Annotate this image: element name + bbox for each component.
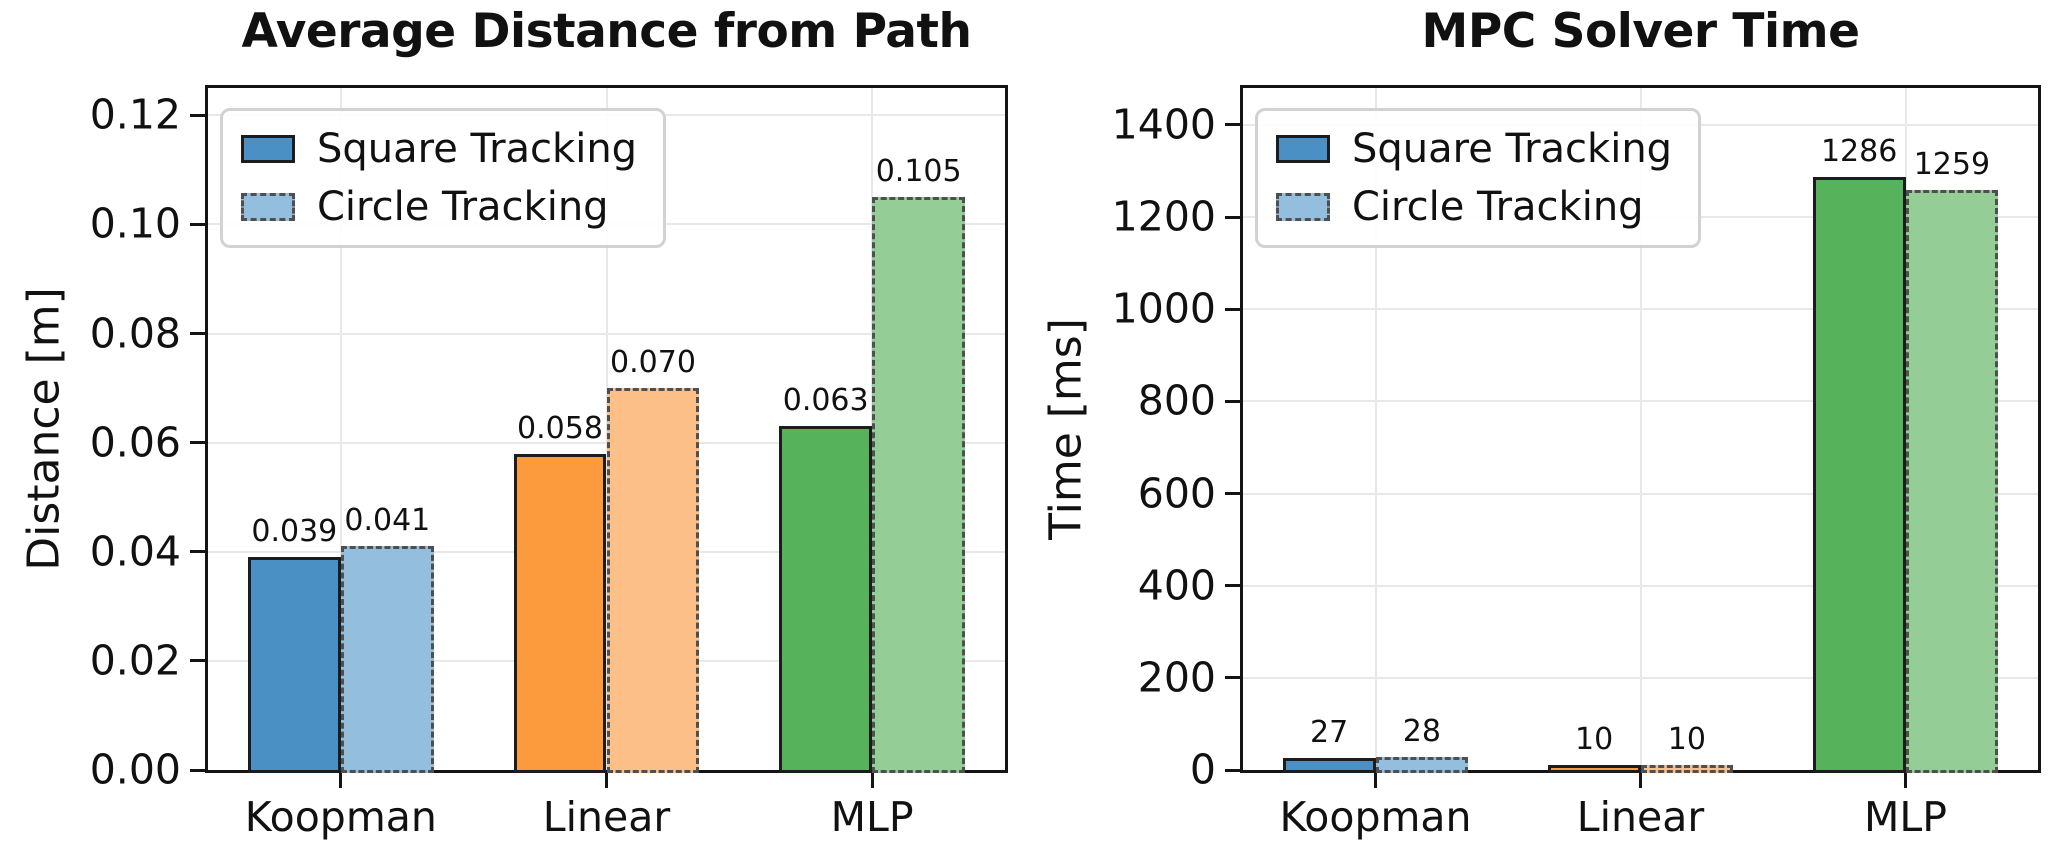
bar-mlp-circle	[872, 197, 966, 773]
y-tick-mark	[1225, 215, 1240, 219]
y-tick-label: 0.00	[89, 745, 181, 794]
bar-linear-square	[1547, 765, 1641, 773]
x-tick-label: MLP	[1864, 793, 1947, 841]
legend-item-square-tracking: Square Tracking	[241, 127, 637, 171]
x-tick-mark	[1904, 773, 1907, 788]
y-tick-label: 0.06	[89, 418, 181, 467]
y-tick-label: 0.02	[89, 636, 181, 685]
x-gridline	[339, 88, 342, 770]
x-tick-label: Koopman	[244, 793, 437, 841]
x-tick-label: Linear	[1576, 793, 1705, 841]
legend-swatch-square-icon	[1276, 135, 1330, 163]
chart-title-solver-time: MPC Solver Time	[1421, 4, 1860, 59]
bar-value-label: 0.070	[610, 345, 696, 381]
y-tick-mark	[190, 768, 205, 772]
bar-linear-circle	[606, 388, 700, 773]
bar-mlp-square	[779, 426, 873, 773]
y-tick-label: 200	[1137, 653, 1216, 702]
bar-value-label: 1286	[1820, 134, 1898, 170]
bar-value-label: 0.058	[517, 410, 603, 446]
x-tick-label: MLP	[830, 793, 914, 841]
y-tick-label: 600	[1137, 469, 1216, 518]
plot-area-distance: Square Tracking Circle Tracking 0.00 0.02…	[90, 85, 1008, 838]
legend-swatch-square-icon	[241, 135, 295, 163]
bar-value-label: 10	[1575, 722, 1614, 758]
bar-mlp-square	[1812, 177, 1906, 773]
y-tick-label: 0.10	[89, 199, 181, 248]
x-tick-mark	[605, 773, 608, 788]
y-tick-mark	[1225, 307, 1240, 311]
bar-koopman-square	[1282, 757, 1376, 773]
y-tick-label: 800	[1137, 376, 1216, 425]
chart-title-distance: Average Distance from Path	[241, 4, 972, 59]
legend: Square Tracking Circle Tracking	[220, 108, 667, 248]
x-tick-mark	[1374, 773, 1377, 788]
bar-value-label: 1259	[1913, 146, 1991, 182]
y-tick-mark	[190, 550, 205, 554]
y-tick-label: 0.12	[89, 90, 181, 139]
bar-value-label: 28	[1402, 714, 1441, 750]
bar-value-label: 10	[1667, 722, 1706, 758]
y-tick-label: 1400	[1111, 100, 1216, 149]
bar-koopman-circle	[1375, 757, 1469, 773]
y-tick-mark	[190, 332, 205, 336]
bar-linear-circle	[1640, 765, 1734, 773]
y-tick-mark	[190, 222, 205, 226]
bar-value-label: 27	[1310, 714, 1349, 750]
legend-label-circle: Circle Tracking	[317, 184, 609, 230]
x-tick-mark	[339, 773, 343, 788]
bar-value-label: 0.041	[344, 503, 431, 539]
x-tick-label: Linear	[542, 793, 671, 841]
legend-item-circle-tracking: Circle Tracking	[241, 185, 637, 229]
y-tick-mark	[1225, 584, 1240, 588]
plot-area-solver-time: Square Tracking Circle Tracking 0 200 400 6…	[1112, 85, 2041, 838]
bar-value-label: 0.063	[782, 383, 869, 419]
bar-value-label: 0.039	[251, 514, 338, 550]
y-axis-label-time: Time [ms]	[1040, 318, 1092, 540]
y-tick-mark	[1225, 676, 1240, 680]
y-tick-mark	[190, 659, 205, 663]
x-tick-label: Koopman	[1279, 793, 1472, 841]
y-tick-mark	[190, 113, 205, 117]
y-tick-mark	[1225, 492, 1240, 496]
y-tick-label: 1000	[1111, 284, 1216, 333]
x-tick-mark	[1639, 773, 1642, 788]
bar-koopman-circle	[340, 546, 434, 773]
y-tick-label: 400	[1137, 561, 1216, 610]
y-tick-label: 0.04	[89, 527, 181, 576]
subplot-distance: Average Distance from Path Square Tracki…	[90, 0, 1008, 866]
legend: Square Tracking Circle Tracking	[1255, 108, 1702, 248]
y-tick-label: 0	[1189, 745, 1216, 794]
bar-linear-square	[513, 453, 607, 773]
y-tick-mark	[1225, 123, 1240, 127]
legend-label-square: Square Tracking	[317, 126, 638, 172]
y-tick-mark	[190, 441, 205, 445]
y-tick-label: 1200	[1111, 192, 1216, 241]
legend-label-circle: Circle Tracking	[1352, 184, 1644, 230]
x-tick-mark	[870, 773, 874, 788]
x-gridline	[1639, 88, 1642, 770]
y-tick-label: 0.08	[89, 309, 181, 358]
bar-koopman-square	[247, 557, 341, 773]
legend-label-square: Square Tracking	[1352, 126, 1673, 172]
bar-mlp-circle	[1905, 189, 1999, 773]
bar-value-label: 0.105	[875, 154, 962, 190]
y-tick-mark	[1225, 768, 1240, 772]
legend-item-circle-tracking: Circle Tracking	[1276, 185, 1672, 229]
x-gridline	[1374, 88, 1377, 770]
legend-swatch-circle-icon	[1276, 193, 1330, 221]
subplot-solver-time: MPC Solver Time Square Tracking Circle T…	[1112, 0, 2041, 866]
y-tick-mark	[1225, 399, 1240, 403]
legend-swatch-circle-icon	[241, 193, 295, 221]
legend-item-square-tracking: Square Tracking	[1276, 127, 1672, 171]
y-axis-label-distance: Distance [m]	[18, 287, 70, 571]
